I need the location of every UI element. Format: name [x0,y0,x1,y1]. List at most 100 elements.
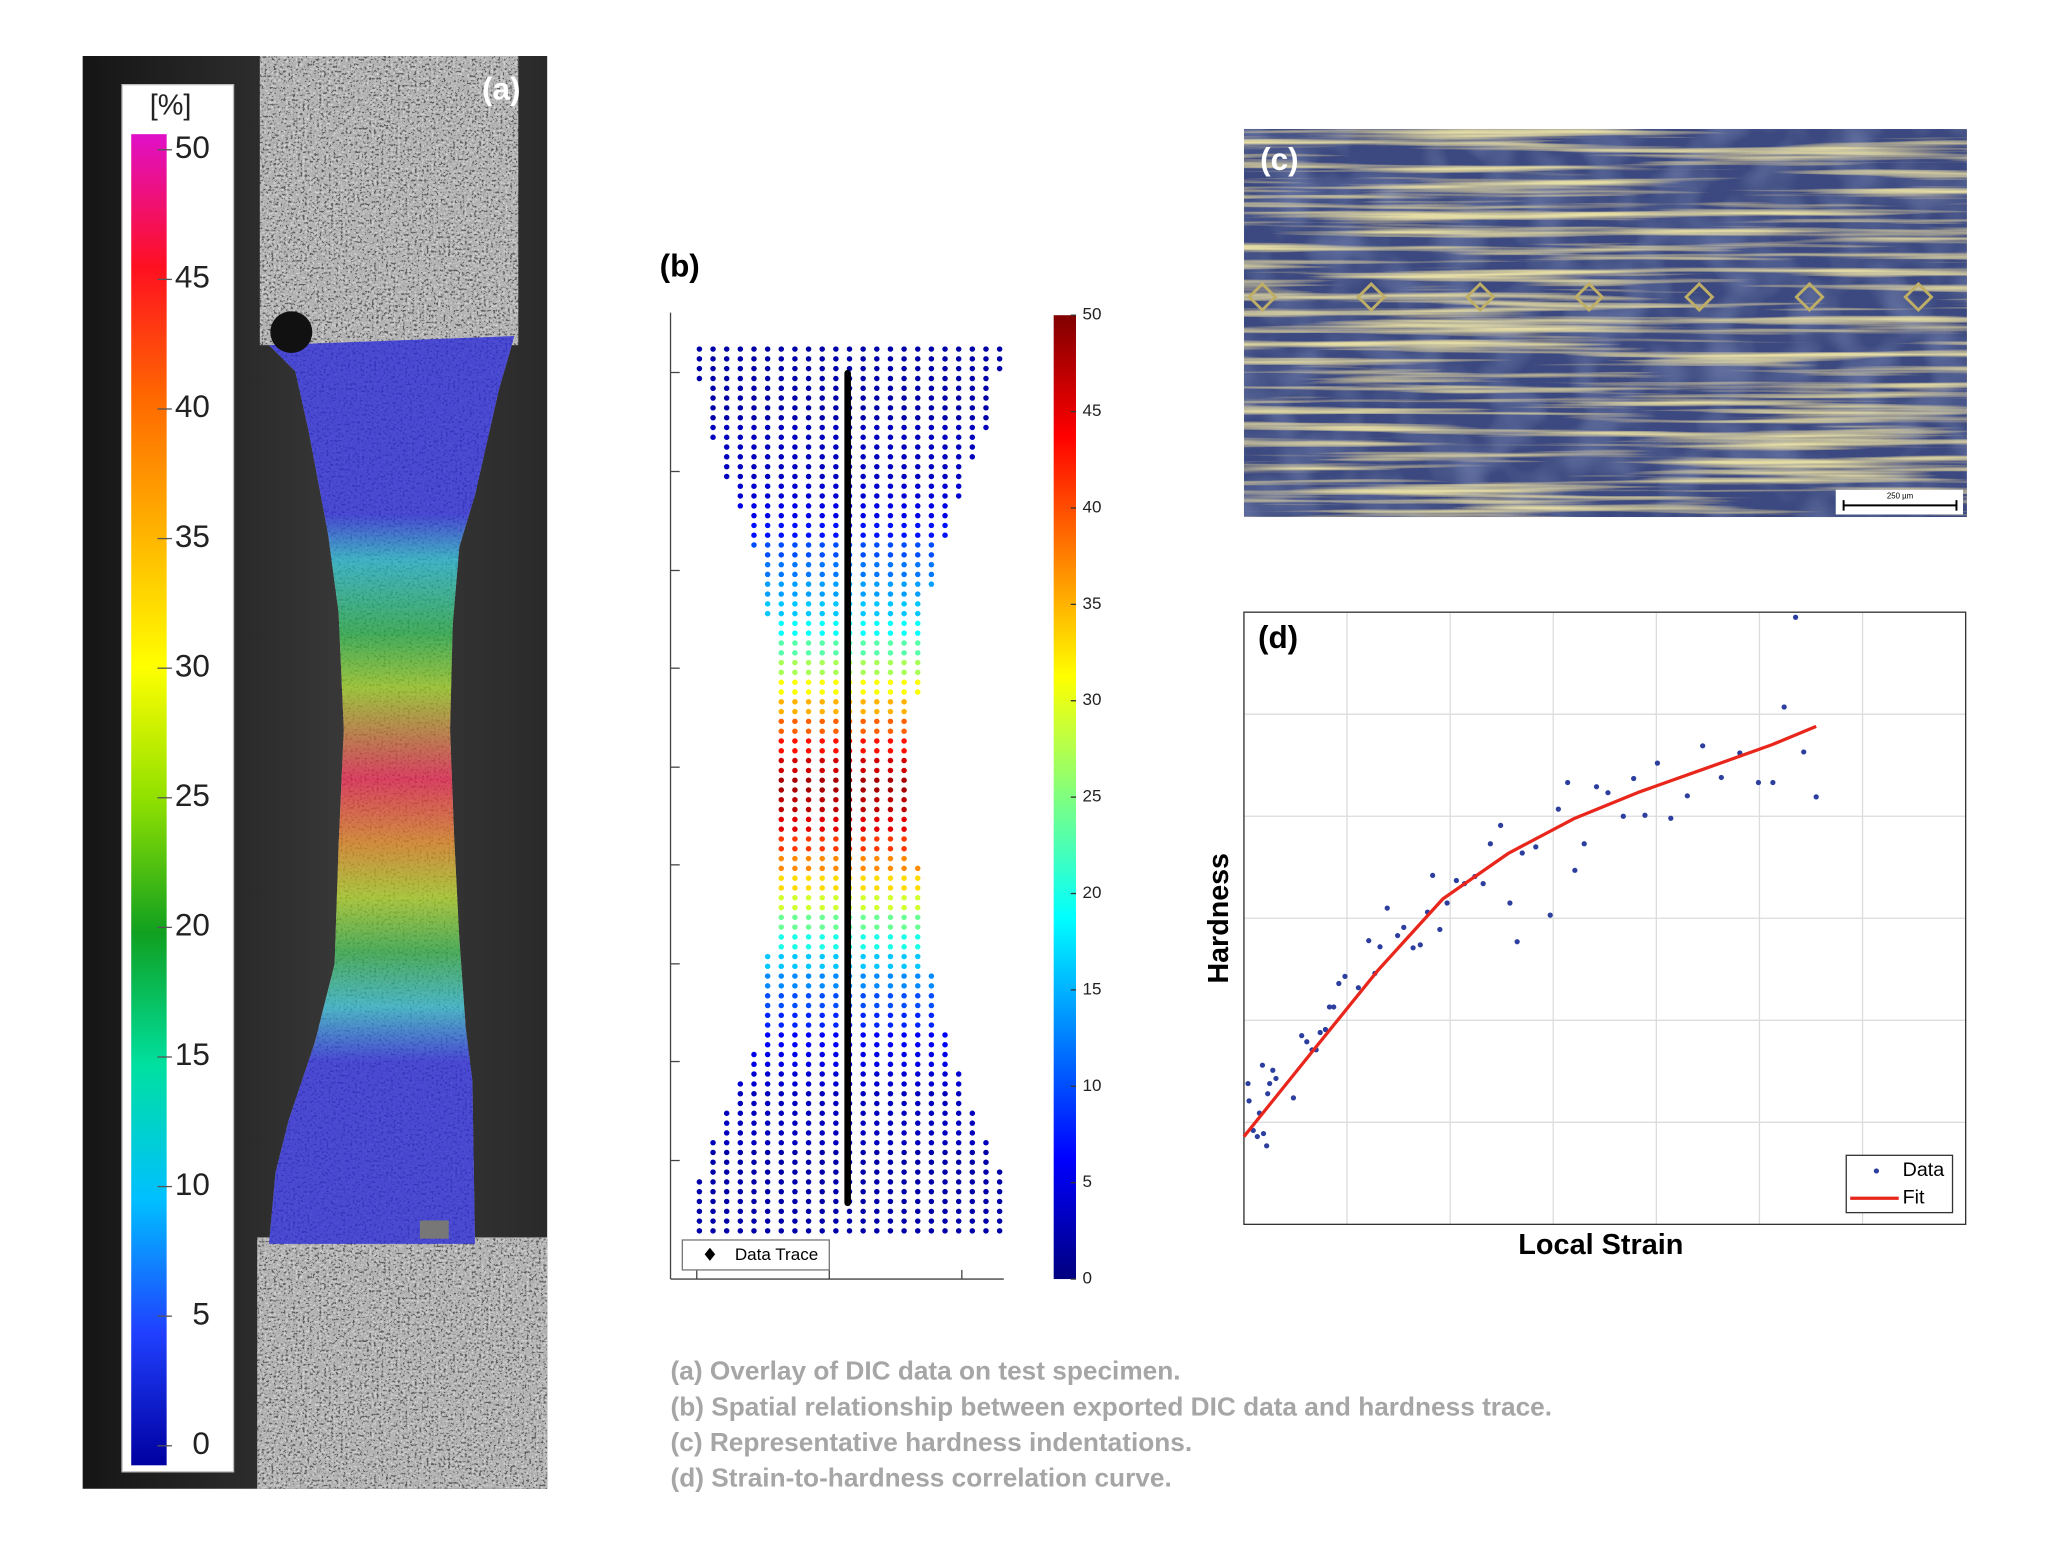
dic-point [778,581,785,587]
dic-point [914,894,921,901]
dic-point [860,493,866,499]
dic-point [805,963,812,970]
dic-point [737,493,744,499]
data-point [1366,938,1372,944]
dic-point [887,963,894,970]
dic-point [914,983,921,989]
dic-point [887,1032,894,1038]
dic-point [969,356,976,362]
dic-point [874,1130,880,1136]
data-point [1487,841,1493,847]
dic-point [778,1071,785,1077]
dic-point [778,1208,785,1215]
dic-point [764,610,771,617]
dic-point [792,542,798,548]
dic-point [792,1042,798,1048]
dic-point [819,904,825,911]
dic-point [969,444,976,450]
dic-point [792,630,798,636]
dic-point [901,708,907,715]
dic-point [819,385,825,392]
dic-point [942,1081,948,1087]
dic-point [723,444,730,450]
dic-point [819,640,825,646]
dic-point [901,1071,907,1077]
dic-point [860,748,866,754]
dic-point [874,1179,880,1185]
dic-point [887,483,894,489]
dic-point [969,1228,976,1234]
dic-point [860,728,866,734]
dic-point [805,1208,812,1215]
dic-point [860,630,866,636]
data-point [1547,912,1553,918]
dic-point [819,659,825,666]
dic-point [969,395,976,401]
dic-point [805,679,812,685]
dic-point [792,983,798,989]
dic-point [860,875,866,881]
dic-point [928,1100,935,1107]
dic-point [710,1218,716,1224]
dic-point [805,806,812,813]
dic-point [901,424,907,431]
dic-point [805,591,812,597]
data-point [1273,1075,1279,1082]
dic-point [914,953,921,960]
dic-point [778,395,785,401]
dic-point [805,1022,812,1028]
dic-point [792,571,798,578]
dic-point [737,375,744,382]
dic-point [860,855,866,862]
dic-point [887,542,894,548]
dic-point [819,463,825,470]
dic-point [696,1179,703,1185]
dic-point [874,904,880,911]
dic-point [860,356,866,362]
dic-point [901,669,907,676]
dic-point [833,1002,839,1009]
dic-point [778,610,785,617]
dic-point [874,865,880,872]
dic-point [942,395,948,401]
dic-point [737,1130,744,1136]
dic-point [901,963,907,970]
dic-point [792,650,798,656]
panel-label: (d) [1258,620,1298,655]
dic-point [901,757,907,764]
dic-point [874,1159,880,1165]
dic-point [901,561,907,568]
dic-point [792,748,798,754]
dic-point [751,405,757,411]
dic-point [942,385,948,392]
dic-point [792,463,798,470]
dic-point [751,1130,757,1136]
dic-point [928,434,935,440]
dic-point [778,444,785,450]
dic-point [955,365,962,372]
dic-point [778,689,785,695]
dic-point [887,659,894,666]
dic-point [778,346,785,352]
dic-point [887,385,894,392]
dic-point [778,973,785,979]
dic-point [778,522,785,529]
dic-point [751,1228,757,1234]
dic-point [723,414,730,421]
dic-point [874,934,880,940]
dic-point [833,855,839,862]
dic-point [819,855,825,862]
dic-point [860,454,866,460]
caption: (c) Representative hardness indentations… [671,1427,1193,1457]
dic-point [874,1198,880,1205]
dic-point [874,463,880,470]
dic-point [764,1228,771,1234]
dic-point [805,444,812,450]
dic-point [874,1022,880,1028]
dic-point [764,542,771,548]
dic-point [901,375,907,382]
dic-point [737,356,744,362]
dic-point [887,1198,894,1205]
dic-point [819,1071,825,1077]
dic-point [778,1061,785,1068]
